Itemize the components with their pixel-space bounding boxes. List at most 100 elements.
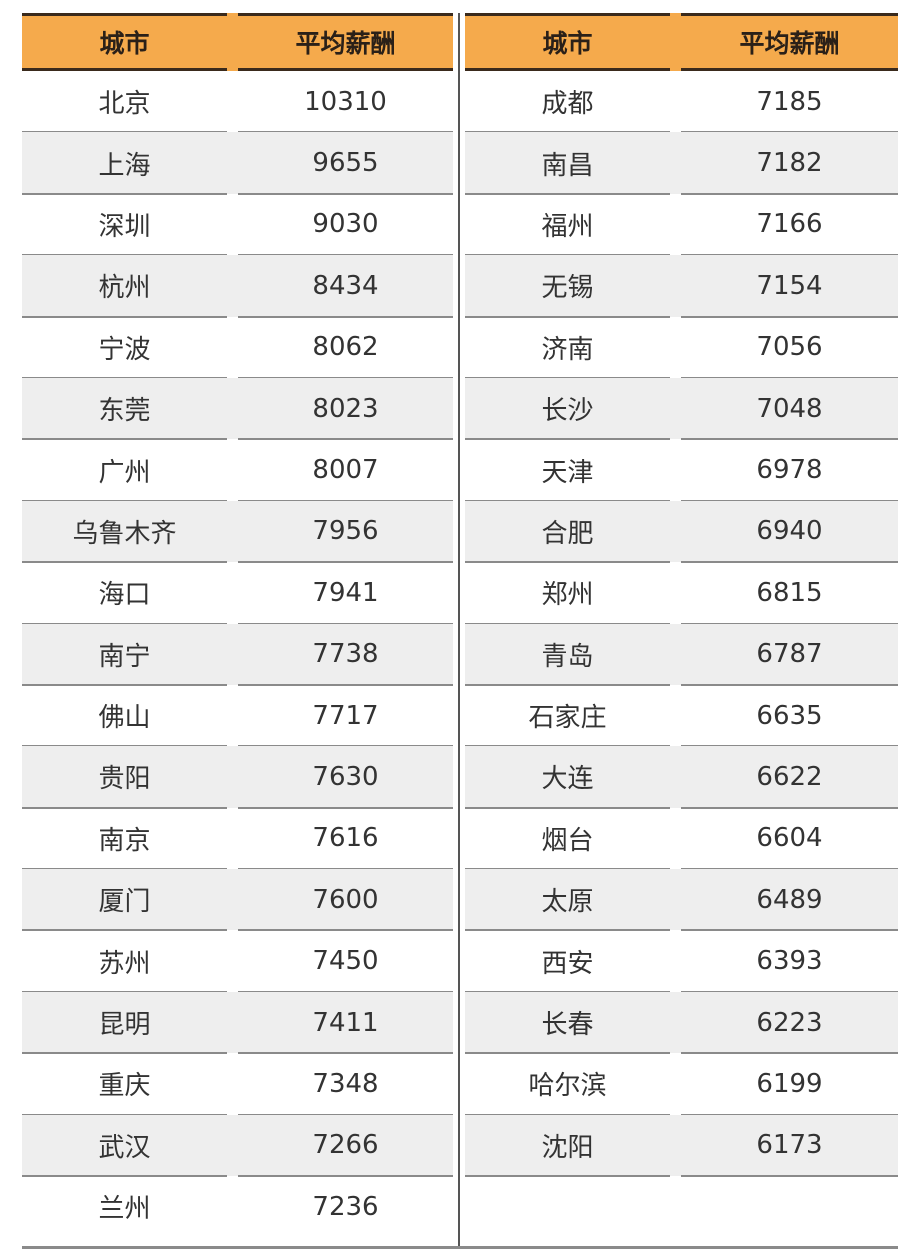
salary-cell: 6787: [681, 624, 898, 687]
header-salary: 平均薪酬: [238, 13, 453, 71]
salary-cell: 6604: [681, 808, 898, 871]
salary-cell: 8434: [238, 255, 453, 318]
city-cell: 长春: [465, 992, 670, 1055]
table-row: 深圳 9030: [22, 194, 453, 257]
city-cell: 成都: [465, 71, 670, 134]
salary-cell: 7056: [681, 317, 898, 380]
city-cell: 哈尔滨: [465, 1053, 670, 1117]
city-cell: 太原: [465, 869, 670, 932]
table-row: 佛山 7717: [22, 685, 453, 748]
salary-cell: 7048: [681, 378, 898, 441]
salary-cell: 6940: [681, 501, 898, 564]
salary-cell: 9655: [238, 132, 453, 196]
salary-cell: 8062: [238, 317, 453, 380]
salary-cell: 7182: [681, 132, 898, 196]
table-row: 南京 7616: [22, 808, 453, 871]
table-row: 广州 8007: [22, 439, 453, 503]
salary-cell: 6199: [681, 1053, 898, 1117]
salary-table-left: 城市 平均薪酬 北京 10310 上海 9655 深圳 9030 杭州 8434 宁波 8062 东…: [22, 13, 453, 1237]
table-row: 西安 6393: [465, 930, 898, 994]
table-row: 宁波 8062: [22, 317, 453, 380]
table-row: 昆明 7411: [22, 991, 453, 1055]
table-row: 兰州 7236: [22, 1176, 453, 1237]
salary-cell: 8007: [238, 439, 453, 503]
table-row: 烟台 6604: [465, 808, 898, 871]
city-cell: 兰州: [98, 1194, 151, 1225]
column-divider: [458, 13, 460, 1249]
salary-cell: 7941: [238, 562, 453, 625]
salary-cell: 7630: [238, 746, 453, 810]
salary-cell: 7411: [238, 992, 453, 1055]
header-city: 城市: [465, 13, 670, 71]
salary-cell: 6173: [681, 1115, 898, 1178]
city-cell: 厦门: [22, 869, 227, 932]
city-cell: 郑州: [465, 562, 670, 625]
city-cell: 福州: [465, 194, 670, 257]
city-cell: 无锡: [465, 255, 670, 318]
table-row: 乌鲁木齐 7956: [22, 500, 453, 564]
salary-cell: 6622: [681, 746, 898, 810]
city-cell: 上海: [22, 132, 227, 196]
city-cell: 长沙: [465, 378, 670, 441]
city-cell: 宁波: [22, 317, 227, 380]
city-cell: 乌鲁木齐: [22, 501, 227, 564]
city-cell: 南京: [22, 808, 227, 871]
salary-cell: 9030: [238, 194, 453, 257]
city-cell: 苏州: [22, 930, 227, 994]
table-row: 北京 10310: [22, 71, 453, 134]
city-cell: 沈阳: [465, 1115, 670, 1178]
salary-table-right: 城市 平均薪酬 成都 7185 南昌 7182 福州 7166 无锡 7154 济南 7056 长沙…: [465, 13, 898, 1178]
table-row: 东莞 8023: [22, 377, 453, 441]
table-header: 城市 平均薪酬: [22, 13, 453, 71]
table-row: 长春 6223: [465, 991, 898, 1055]
city-cell: 南宁: [22, 624, 227, 687]
city-cell: 昆明: [22, 992, 227, 1055]
salary-cell: 8023: [238, 378, 453, 441]
city-cell: 武汉: [22, 1115, 227, 1178]
salary-cell: 6978: [681, 439, 898, 503]
salary-cell: 10310: [238, 71, 453, 134]
salary-cell: 7166: [681, 194, 898, 257]
salary-cell: 7600: [238, 869, 453, 932]
salary-cell: 7956: [238, 501, 453, 564]
city-cell: 深圳: [22, 194, 227, 257]
salary-cell: 7154: [681, 255, 898, 318]
city-cell: 广州: [22, 439, 227, 503]
salary-cell: 6635: [681, 685, 898, 748]
table-row: 郑州 6815: [465, 562, 898, 625]
salary-cell: 7266: [238, 1115, 453, 1178]
city-cell: 佛山: [22, 685, 227, 748]
table-row: 沈阳 6173: [465, 1114, 898, 1178]
table-row: 青岛 6787: [465, 623, 898, 687]
salary-cell: 7738: [238, 624, 453, 687]
salary-cell: 7616: [238, 808, 453, 871]
city-cell: 东莞: [22, 378, 227, 441]
city-cell: 石家庄: [465, 685, 670, 748]
table-row: 福州 7166: [465, 194, 898, 257]
table-row: 济南 7056: [465, 317, 898, 380]
table-row: 海口 7941: [22, 562, 453, 625]
city-cell: 海口: [22, 562, 227, 625]
table-row: 南昌 7182: [465, 132, 898, 196]
city-cell: 南昌: [465, 132, 670, 196]
city-cell: 大连: [465, 746, 670, 810]
salary-cell: 7236: [312, 1191, 379, 1222]
salary-cell: 6815: [681, 562, 898, 625]
salary-cell: 7185: [681, 71, 898, 134]
table-bottom-border: [22, 1246, 898, 1249]
table-row: 苏州 7450: [22, 930, 453, 994]
city-cell: 合肥: [465, 501, 670, 564]
salary-cell: 6489: [681, 869, 898, 932]
salary-cell: 6223: [681, 992, 898, 1055]
table-row: 重庆 7348: [22, 1053, 453, 1117]
table-row: 长沙 7048: [465, 377, 898, 441]
city-cell: 西安: [465, 930, 670, 994]
table-row: 成都 7185: [465, 71, 898, 134]
city-cell: 烟台: [465, 808, 670, 871]
table-row: 贵阳 7630: [22, 746, 453, 810]
table-row: 天津 6978: [465, 439, 898, 503]
city-cell: 青岛: [465, 624, 670, 687]
table-header: 城市 平均薪酬: [465, 13, 898, 71]
salary-cell: 6393: [681, 930, 898, 994]
table-row: 南宁 7738: [22, 623, 453, 687]
